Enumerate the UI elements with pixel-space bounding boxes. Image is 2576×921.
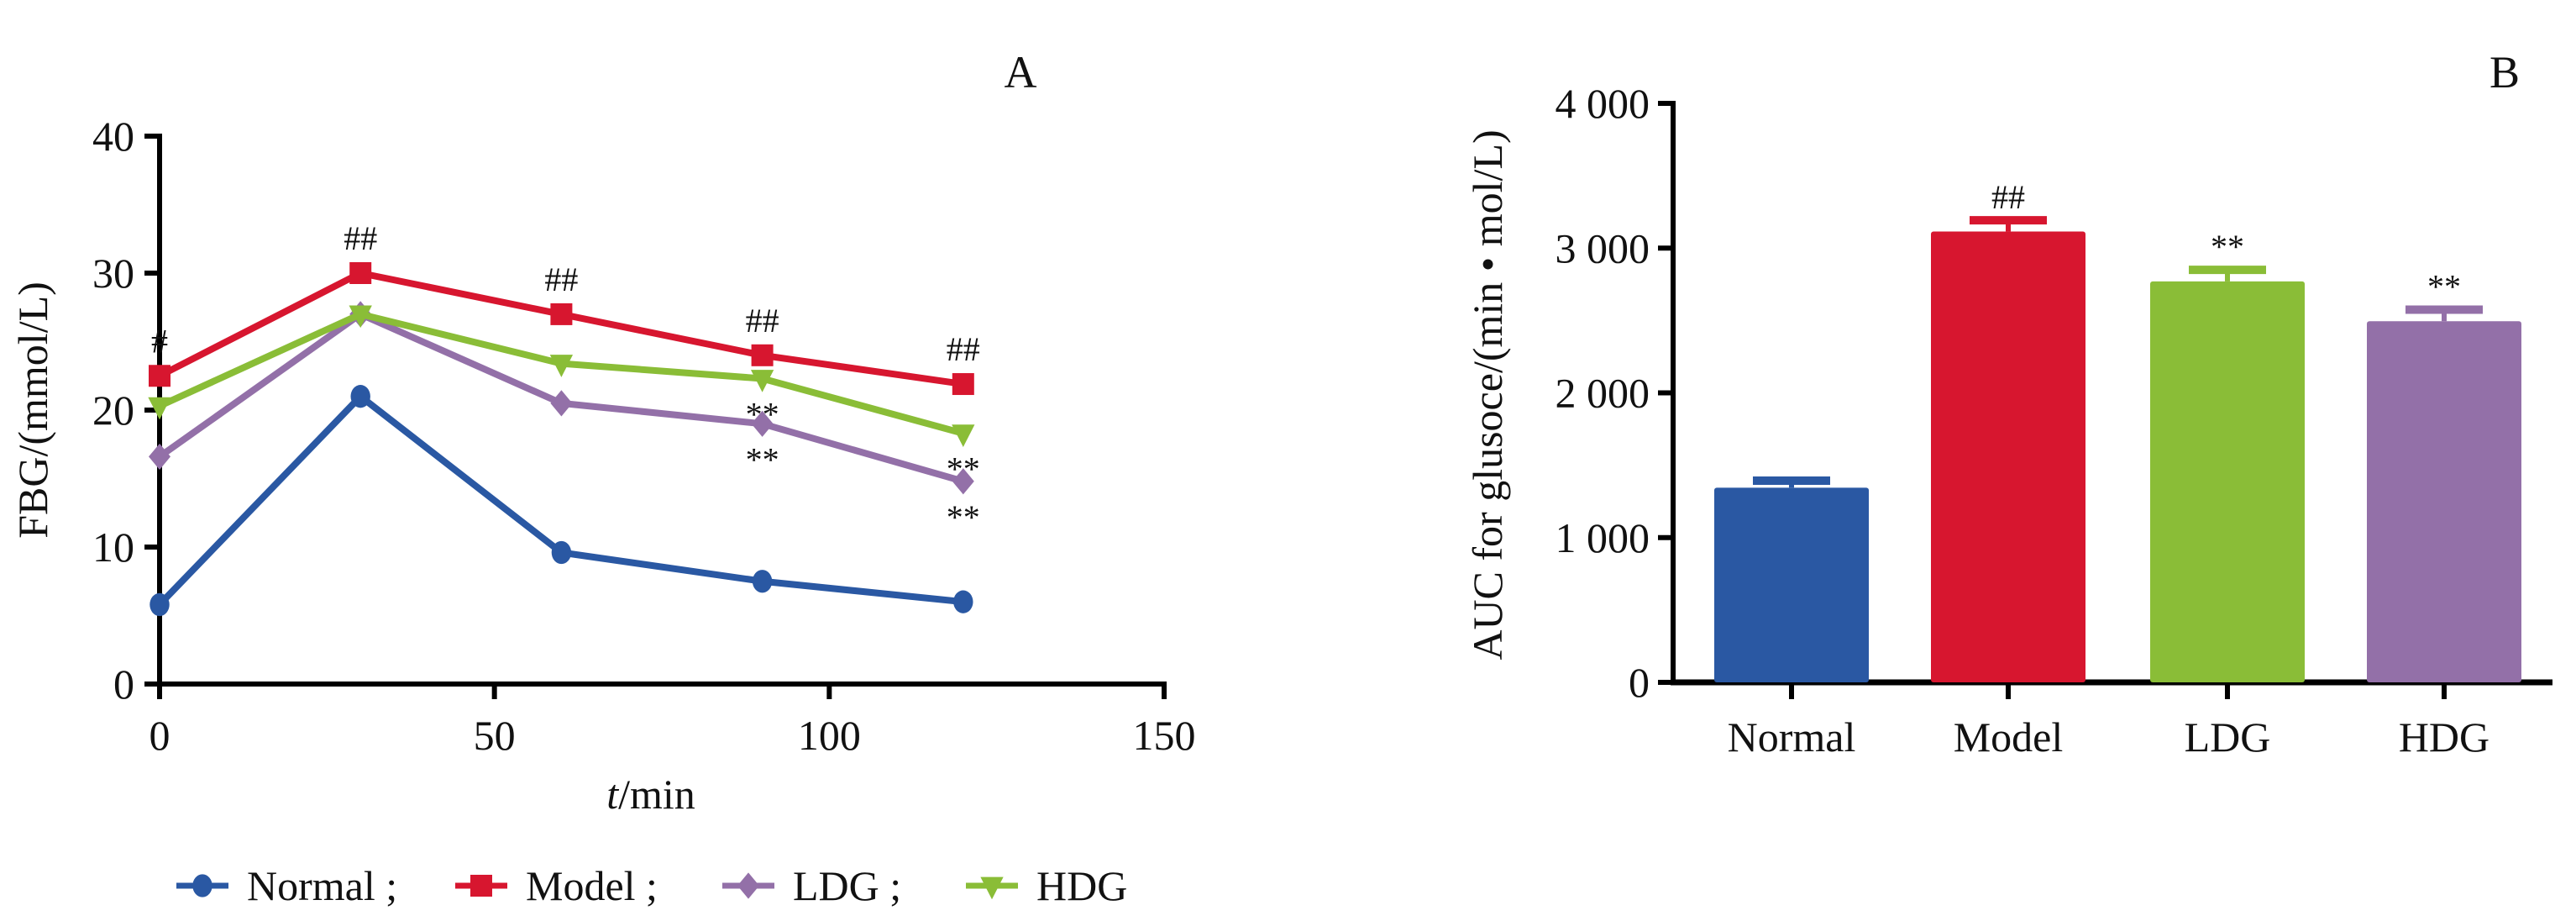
y-tick-label: 30 (92, 250, 134, 297)
data-point-model (550, 303, 573, 325)
data-point-normal (551, 540, 572, 565)
panel-a-x-axis-title: t/min (606, 771, 695, 818)
data-point-model (952, 373, 974, 396)
significance-label: # (151, 322, 168, 360)
legend-item-model: Model ; (455, 862, 658, 909)
series-line-normal (157, 392, 964, 608)
series-normal (150, 385, 973, 617)
bar-group-hdg: HDG ** (2367, 267, 2521, 760)
y-tick-label: 40 (92, 113, 134, 160)
panel-label-b: B (2489, 47, 2520, 97)
data-point-model (751, 344, 774, 366)
significance-label: ## (947, 330, 980, 368)
x-tick-label: 100 (798, 712, 861, 759)
legend-marker (470, 875, 492, 897)
series-hdg (148, 305, 975, 447)
data-point-model (149, 365, 171, 387)
x-title-italic: t (606, 771, 619, 818)
data-point-normal (752, 570, 773, 593)
significance-label: ## (544, 261, 578, 298)
panel-a-y-axis-title: FBG/(mmol/L) (9, 282, 56, 539)
bar-group-normal: Normal (1714, 476, 1869, 760)
x-tick-label: LDG (2185, 713, 2271, 760)
y-tick-label: 0 (113, 660, 134, 708)
data-point-hdg (349, 305, 372, 329)
bar-ldg (2150, 281, 2305, 682)
bar-group-ldg: LDG ** (2150, 228, 2305, 760)
data-point-ldg (952, 468, 974, 495)
legend-label: HDG (1036, 862, 1127, 909)
data-point-normal (150, 592, 170, 617)
data-point-hdg (952, 424, 975, 447)
series-ldg (149, 301, 974, 495)
x-tick-label: Model (1954, 713, 2064, 760)
data-point-hdg (750, 370, 774, 392)
x-title-rest: /min (618, 771, 695, 818)
series-model (149, 262, 974, 396)
significance-label: ## (1991, 178, 2025, 216)
bar-model (1931, 231, 2085, 682)
panel-label-a: A (1005, 47, 1037, 97)
significance-label: ** (2427, 267, 2461, 305)
x-tick-label: 50 (474, 712, 516, 759)
data-point-ldg (751, 410, 774, 437)
legend-label: Model ; (526, 862, 658, 909)
bar-hdg (2367, 321, 2521, 682)
legend-item-hdg: HDG (966, 862, 1127, 909)
significance-label: ## (344, 219, 377, 257)
panel-b: B 0 1 000 2 000 3 000 4 000 Normal Model ## LDG… (1464, 47, 2552, 760)
data-point-hdg (549, 355, 574, 377)
legend-item-normal: Normal ; (176, 862, 397, 909)
y-tick-label: 10 (92, 524, 134, 571)
legend-label: Normal ; (247, 862, 397, 909)
panel-a-axes: 0 10 20 30 40 0 50 100 150 (92, 113, 1196, 759)
significance-label: ** (746, 440, 779, 478)
significance-label: ** (746, 396, 779, 434)
significance-label: ## (746, 302, 779, 339)
legend-marker (192, 874, 212, 897)
data-point-hdg (148, 397, 171, 420)
legend-item-ldg: LDG ; (722, 862, 901, 909)
legend: Normal ; Model ; LDG ; HDG (176, 862, 1127, 909)
bar-normal (1714, 487, 1869, 682)
legend-marker (737, 872, 759, 899)
y-tick-label: 20 (92, 387, 134, 434)
x-tick-label: HDG (2399, 713, 2489, 760)
x-tick-label: Normal (1728, 713, 1856, 760)
data-point-ldg (149, 443, 171, 471)
y-tick-label: 3 000 (1556, 224, 1650, 271)
legend-marker (980, 876, 1004, 900)
significance-label: ** (947, 450, 980, 488)
y-tick-label: 1 000 (1556, 514, 1650, 561)
panel-a-series (148, 262, 975, 617)
significance-label: ** (2211, 228, 2244, 266)
panel-b-y-axis-title: AUC for glusoce/(min • mol/L) (1464, 129, 1511, 660)
data-point-model (349, 262, 372, 284)
panel-b-bars: Normal Model ## LDG ** HDG ** (1714, 178, 2521, 760)
x-tick-label: 0 (150, 712, 171, 759)
panel-a-annotations: #########**** **** (151, 219, 980, 536)
data-point-ldg (550, 390, 573, 417)
bar-group-model: Model ## (1931, 178, 2085, 760)
data-point-normal (350, 385, 370, 408)
y-tick-label: 4 000 (1556, 80, 1650, 127)
y-tick-label: 2 000 (1556, 370, 1650, 417)
data-point-normal (953, 590, 973, 613)
y-tick-label: 0 (1629, 659, 1650, 706)
legend-label: LDG ; (793, 862, 901, 909)
x-tick-label: 150 (1133, 712, 1196, 759)
significance-label: ** (947, 498, 980, 536)
